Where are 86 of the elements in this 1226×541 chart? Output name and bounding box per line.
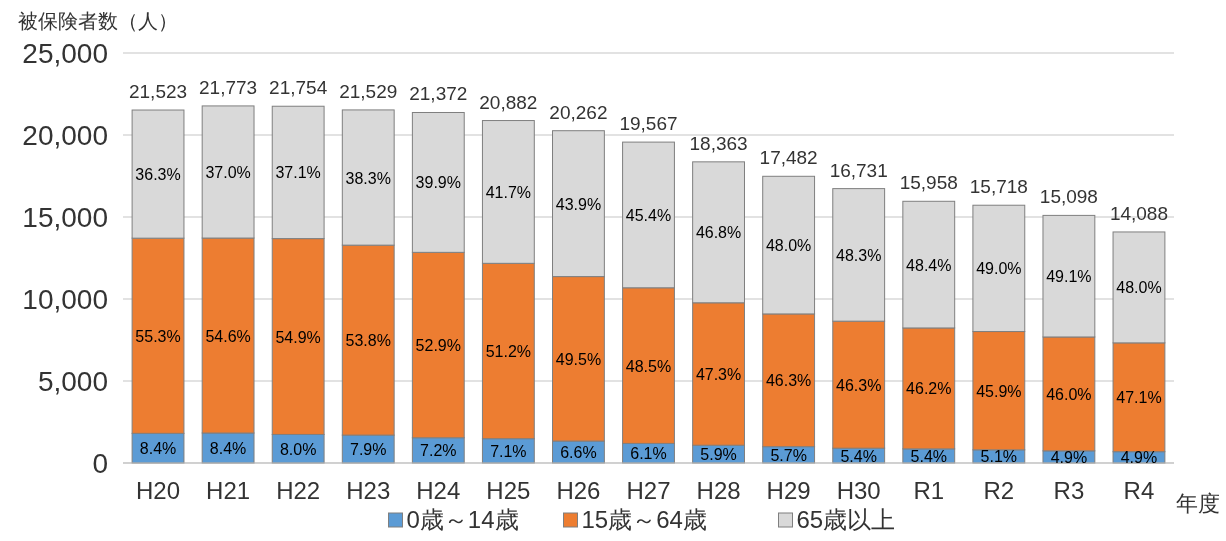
x-tick-label: H29	[766, 477, 811, 504]
y-tick-label: 0	[92, 448, 108, 479]
annotation: 46.3%	[765, 372, 812, 390]
total-label: 16,731	[829, 159, 888, 181]
x-tick-label: H23	[346, 477, 391, 504]
x-tick-label: R3	[1053, 477, 1085, 504]
annotation: 37.1%	[275, 164, 321, 182]
annotation: 7.1%	[490, 442, 527, 460]
annotation: 46.0%	[1046, 385, 1092, 403]
annotation: 6.6%	[560, 444, 597, 462]
annotation: 49.1%	[1046, 268, 1092, 286]
total-label: 21,773	[199, 76, 258, 98]
x-tick-label: H22	[276, 477, 321, 504]
y-tick-label: 20,000	[22, 120, 108, 151]
x-axis-title: 年度	[1176, 491, 1220, 516]
annotation: 52.9%	[415, 337, 461, 355]
annotation: 55.3%	[135, 327, 181, 345]
x-tick-label: R1	[913, 477, 945, 504]
total-label: 21,529	[339, 80, 398, 102]
annotation: 43.9%	[555, 195, 602, 213]
annotation: 48.5%	[625, 357, 672, 375]
legend-label: 65歳以上	[796, 506, 896, 533]
total-label: 20,262	[549, 101, 608, 123]
annotation: 41.7%	[485, 183, 532, 201]
x-tick-label: R2	[983, 477, 1015, 504]
annotation: 8.4%	[209, 440, 247, 457]
x-tick-label: H21	[206, 477, 251, 504]
total-label: 21,754	[269, 77, 328, 99]
annotation: 46.8%	[695, 224, 742, 242]
y-axis-title: 被保険者数（人）	[18, 10, 178, 32]
x-tick-label: H24	[416, 477, 461, 504]
annotation: 49.0%	[976, 260, 1022, 278]
total-label: 20,882	[479, 91, 538, 113]
annotation: 47.1%	[1116, 389, 1162, 407]
annotation: 5.1%	[980, 448, 1018, 466]
total-label: 14,088	[1109, 202, 1169, 224]
annotation: 5.9%	[700, 446, 737, 464]
annotation: 4.9%	[1120, 449, 1158, 467]
total-label: 19,567	[619, 113, 678, 135]
x-tick-label: H20	[136, 477, 181, 504]
annotation: 4.9%	[1050, 448, 1088, 466]
annotation: 6.1%	[630, 445, 667, 463]
annotation: 5.4%	[910, 447, 947, 465]
y-tick-label: 5,000	[37, 366, 108, 397]
x-tick-label: H28	[696, 477, 741, 504]
annotation: 37.0%	[205, 163, 251, 181]
annotation: 51.2%	[485, 343, 532, 360]
x-tick-label: H26	[556, 477, 601, 504]
x-tick-label: H30	[836, 477, 881, 504]
annotation: 53.8%	[345, 332, 391, 350]
annotation: 7.9%	[350, 441, 387, 459]
x-tick-label: R4	[1123, 477, 1155, 504]
annotation: 49.5%	[555, 350, 602, 368]
annotation: 8.0%	[279, 440, 317, 458]
annotation: 45.9%	[976, 382, 1022, 400]
annotation: 48.0%	[1116, 279, 1162, 297]
annotation: 54.6%	[205, 327, 251, 345]
y-tick-label: 10,000	[22, 284, 108, 315]
total-label: 18,363	[689, 132, 748, 154]
annotation: 38.3%	[345, 169, 391, 187]
annotation: 47.3%	[695, 366, 742, 384]
y-tick-label: 25,000	[22, 38, 108, 69]
annotation: 48.3%	[836, 246, 882, 264]
x-tick-label: H25	[486, 477, 531, 504]
annotation: 54.9%	[275, 328, 321, 346]
total-label: 21,372	[409, 83, 468, 105]
total-label: 15,958	[899, 172, 958, 194]
annotation: 46.2%	[906, 380, 952, 398]
annotation: 48.0%	[765, 237, 812, 255]
annotation: 46.3%	[836, 376, 882, 394]
x-tick-label: H27	[626, 477, 671, 504]
annotation: 5.4%	[840, 447, 877, 465]
total-label: 15,098	[1039, 186, 1098, 208]
legend-label: 15歳～64歳	[581, 506, 707, 533]
annotation: 36.3%	[135, 166, 181, 184]
total-label: 15,718	[969, 176, 1028, 198]
annotation: 7.2%	[420, 442, 457, 460]
annotation: 48.4%	[906, 256, 952, 274]
total-label: 17,482	[759, 147, 818, 169]
y-tick-label: 15,000	[22, 202, 108, 233]
annotation: 8.4%	[139, 440, 177, 458]
annotation: 45.4%	[625, 206, 672, 224]
annotation: 39.9%	[415, 174, 461, 192]
total-label: 21,523	[128, 81, 188, 103]
annotation: 5.7%	[770, 446, 807, 464]
legend-label: 0歳～14歳	[406, 506, 519, 533]
